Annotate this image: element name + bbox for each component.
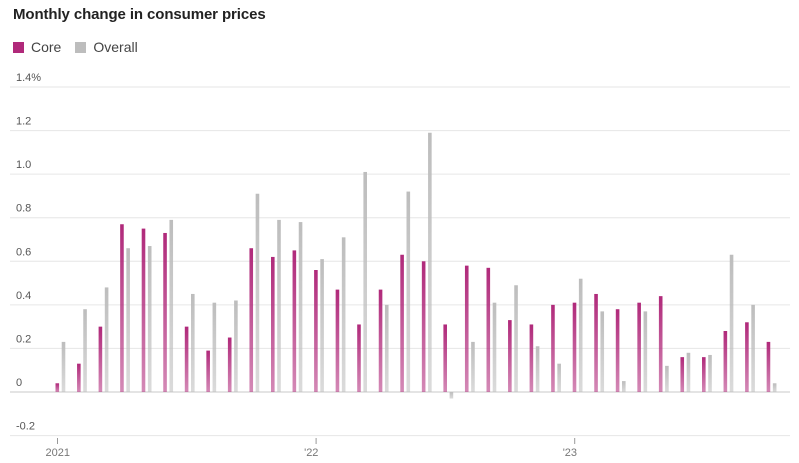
bar-core (486, 267, 491, 392)
legend-swatch-core (13, 41, 24, 53)
y-tick-label: 1.2 (16, 116, 31, 128)
bar-overall (61, 341, 66, 392)
bar-overall (708, 354, 712, 392)
bar-core (464, 265, 469, 392)
bar-core (421, 261, 426, 392)
bar-core (658, 296, 663, 392)
y-tick-label: 0.2 (16, 333, 31, 345)
bar-overall (535, 346, 540, 392)
bar-core (723, 331, 728, 392)
bar-core (702, 357, 706, 392)
bar-overall (557, 363, 561, 392)
bar-overall (104, 287, 109, 392)
bar-core (163, 232, 167, 392)
bar-overall (406, 191, 411, 392)
legend-swatch-overall (75, 41, 87, 53)
bar-overall (449, 392, 454, 399)
bar-core (314, 270, 318, 392)
bar-overall (126, 248, 130, 392)
bar-core (680, 357, 685, 392)
y-tick-label: 0.8 (16, 203, 31, 215)
bar-core (766, 341, 771, 392)
bar-overall (428, 132, 432, 392)
bar-core (271, 256, 275, 392)
bar-core (508, 320, 512, 392)
bar-core (551, 304, 555, 392)
bar-overall (83, 309, 87, 392)
bar-core (443, 324, 447, 392)
bar-overall (514, 285, 518, 392)
y-tick-label: 0.4 (16, 290, 31, 302)
bar-overall (341, 237, 346, 392)
x-tick-label: '22 (304, 447, 318, 459)
bar-overall (643, 311, 648, 392)
bar-overall (169, 219, 174, 392)
y-tick-label: 0 (16, 377, 22, 389)
bar-core (378, 289, 383, 392)
bar-overall (665, 365, 669, 392)
bar-overall (298, 222, 303, 392)
bar-core (141, 228, 146, 392)
bar-core (594, 293, 598, 392)
bar-overall (600, 311, 605, 392)
bar-core (184, 326, 189, 392)
bar-overall (363, 171, 367, 392)
bar-core (335, 289, 340, 392)
bar-overall (686, 352, 691, 392)
bar-core (400, 254, 404, 392)
legend-item-core: Core (13, 39, 61, 55)
bar-overall (492, 302, 497, 392)
bar-overall (622, 381, 626, 392)
bar-core (77, 363, 81, 392)
y-tick-label: 1.4% (16, 72, 41, 84)
bar-overall (578, 278, 583, 392)
bar-overall (751, 304, 755, 392)
bar-overall (191, 293, 195, 392)
bar-core (292, 250, 297, 392)
bar-overall (384, 304, 389, 392)
legend-label-overall: Overall (93, 39, 138, 55)
bar-core (227, 337, 232, 392)
legend-item-overall: Overall (75, 39, 138, 55)
bar-core (120, 224, 124, 392)
y-tick-label: 1.0 (16, 159, 31, 171)
bar-overall (471, 341, 475, 392)
y-tick-label: 0.6 (16, 246, 31, 258)
bar-overall (147, 246, 152, 392)
x-tick-label: 2021 (46, 447, 70, 459)
bar-core (357, 324, 361, 392)
bar-overall (320, 259, 324, 392)
chart-title: Monthly change in consumer prices (13, 6, 266, 23)
bar-core (637, 302, 641, 392)
bar-overall (772, 383, 777, 392)
bar-core (572, 302, 577, 392)
bar-overall (255, 193, 260, 392)
chart-legend: Core Overall (13, 39, 152, 55)
bar-core (249, 248, 254, 392)
bar-core (98, 326, 103, 392)
bar-core (615, 309, 620, 392)
bar-overall (212, 302, 217, 392)
legend-label-core: Core (31, 39, 62, 55)
x-tick-label: '23 (563, 447, 577, 459)
bar-core (206, 350, 210, 392)
bar-core (55, 383, 60, 392)
bar-core (529, 324, 534, 392)
bar-overall (277, 219, 281, 392)
bar-core (745, 322, 749, 392)
y-tick-label: -0.2 (16, 421, 35, 433)
bar-overall (729, 254, 734, 392)
bar-overall (234, 300, 238, 392)
